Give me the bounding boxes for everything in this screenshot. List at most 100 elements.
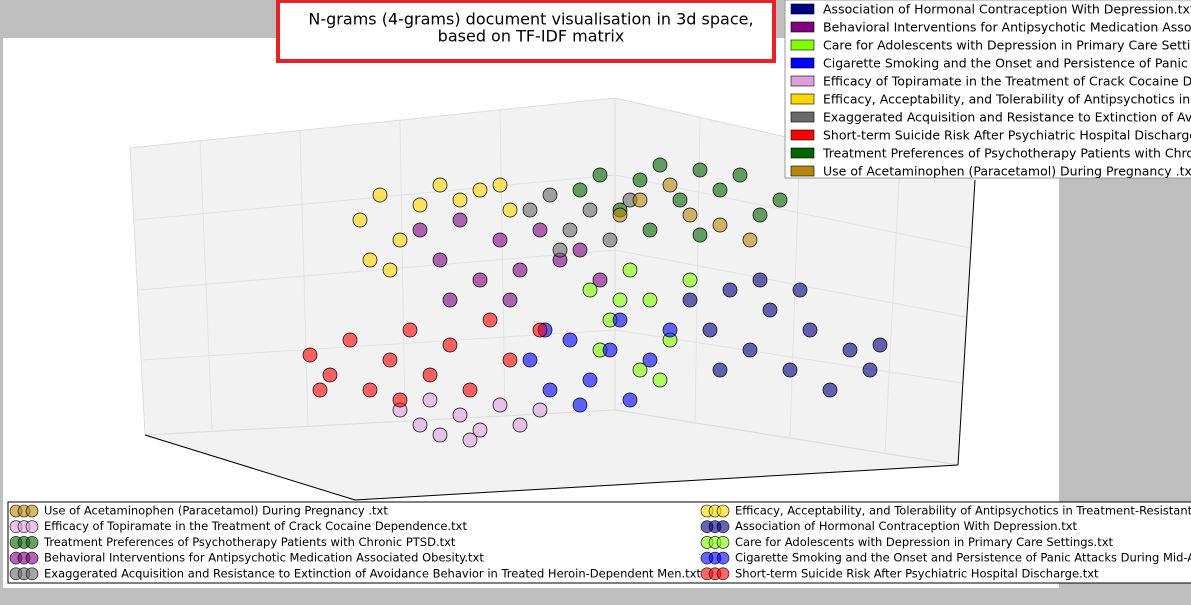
point [662,322,678,338]
point [482,312,498,328]
point [502,202,518,218]
point [652,157,668,173]
point [682,207,698,223]
point [422,392,438,408]
point [792,282,808,298]
point [872,337,888,353]
point [492,397,508,413]
legend-bottom [7,501,1191,584]
point [542,382,558,398]
point [422,367,438,383]
legend-marker [25,520,39,534]
legend-marker [716,536,730,549]
point [302,347,318,363]
legend-swatch [790,111,815,123]
point [672,192,688,208]
legend-marker [716,520,730,534]
point [632,192,648,208]
point [562,332,578,348]
legend-swatch [790,165,815,177]
point [842,342,858,358]
legend-label: Behavioral Interventions for Antipsychot… [44,551,484,565]
point [712,182,728,198]
point [532,402,548,418]
legend-marker [716,504,730,518]
point [542,187,558,203]
points [302,157,888,448]
legend-swatch [790,39,815,51]
legend-marker [25,551,39,565]
legend-swatch [790,21,815,33]
legend-label: Treatment Preferences of Psychotherapy P… [822,146,1191,161]
point [802,322,818,338]
point [642,352,658,368]
legend-label: Treatment Preferences of Psychotherapy P… [43,535,456,549]
point [682,292,698,308]
point [502,352,518,368]
point [492,177,508,193]
point [572,242,588,258]
legend-top [784,0,1191,179]
point [462,432,478,448]
point [602,342,618,358]
point [592,272,608,288]
point [472,182,488,198]
point [392,392,408,408]
point [322,367,338,383]
legend-marker [716,567,730,581]
legend-label: Efficacy, Acceptability, and Tolerabilit… [823,92,1191,107]
chart-title: based on TF-IDF matrix [438,27,625,46]
point [642,292,658,308]
point [492,232,508,248]
point [622,262,638,278]
legend-label: Association of Hormonal Contraception Wi… [823,2,1191,17]
point [702,322,718,338]
point [462,382,478,398]
point [742,342,758,358]
point [692,227,708,243]
point [372,187,388,203]
point [632,172,648,188]
point [442,337,458,353]
point [552,242,568,258]
legend-label: Care for Adolescents with Depression in … [735,535,1114,549]
legend-swatch [790,93,815,105]
point [312,382,328,398]
point [362,382,378,398]
legend-marker [25,504,39,518]
legend-label: Cigarette Smoking and the Onset and Pers… [735,551,1191,565]
point [502,292,518,308]
point [452,407,468,423]
point [592,167,608,183]
point [582,372,598,388]
point [412,417,428,433]
point [362,252,378,268]
point [402,322,418,338]
legend-label: Use of Acetaminophen (Paracetamol) Durin… [823,164,1191,179]
point [472,422,488,438]
point [382,262,398,278]
point [392,232,408,248]
point [432,252,448,268]
legend-label: Short-term Suicide Risk After Psychiatri… [735,566,1099,580]
legend-label: Short-term Suicide Risk After Psychiatri… [823,128,1191,143]
point [612,207,628,223]
point [382,352,398,368]
point [692,162,708,178]
legend-label: Exaggerated Acquisition and Resistance t… [44,566,701,580]
legend-label: Association of Hormonal Contraception Wi… [735,519,1078,533]
point [442,292,458,308]
point [632,362,648,378]
chart-title: N-grams (4-grams) document visualisation… [308,10,753,29]
point [642,222,658,238]
point [512,417,528,433]
legend-label: Efficacy of Topiramate in the Treatment … [823,74,1191,89]
point [602,232,618,248]
point [722,282,738,298]
legends: Association of Hormonal Contraception Wi… [9,2,1191,581]
legend-swatch [790,75,815,87]
point [772,192,788,208]
legend-swatch [790,147,815,159]
